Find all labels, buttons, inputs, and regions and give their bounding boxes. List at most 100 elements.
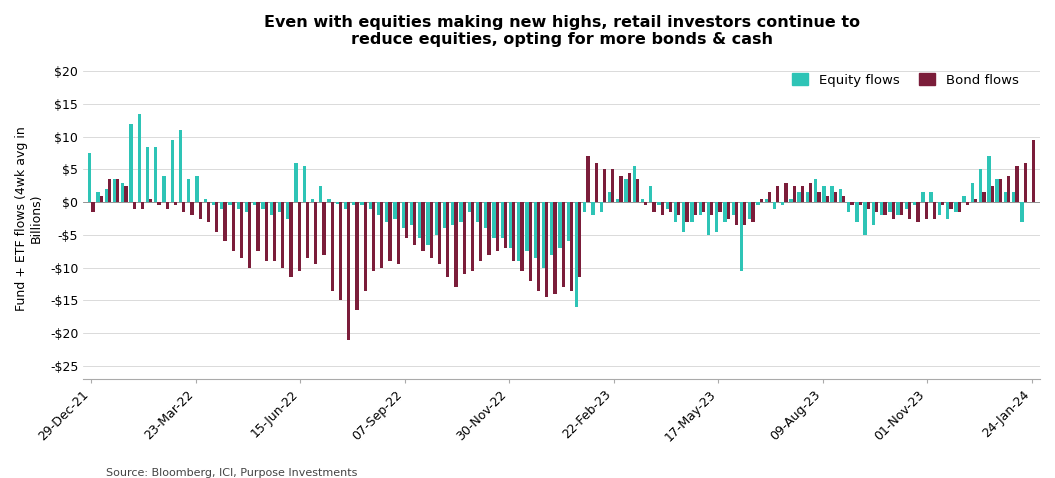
Bar xyxy=(89,153,92,202)
Bar xyxy=(187,179,190,202)
Bar xyxy=(798,192,801,202)
Text: Source: Bloomberg, ICI, Purpose Investments: Source: Bloomberg, ICI, Purpose Investme… xyxy=(106,467,357,478)
Bar xyxy=(921,192,924,202)
Bar xyxy=(108,179,111,202)
Bar xyxy=(765,199,768,202)
Bar xyxy=(674,202,677,222)
Bar xyxy=(1020,202,1023,222)
Bar xyxy=(335,202,339,204)
Bar xyxy=(867,202,870,209)
Bar xyxy=(625,179,628,202)
Bar xyxy=(900,202,903,215)
Bar xyxy=(232,202,235,251)
Bar xyxy=(330,202,334,291)
Bar xyxy=(479,202,482,261)
Bar xyxy=(707,202,710,235)
Bar xyxy=(421,202,425,251)
Bar xyxy=(409,202,414,225)
Bar xyxy=(496,202,499,251)
Bar xyxy=(756,202,760,206)
Bar xyxy=(157,202,160,206)
Bar xyxy=(570,202,573,291)
Bar xyxy=(880,202,883,215)
Bar xyxy=(929,192,933,202)
Bar xyxy=(850,202,853,206)
Bar xyxy=(792,186,795,202)
Bar xyxy=(578,202,581,277)
Bar xyxy=(974,199,977,202)
Bar xyxy=(394,202,397,218)
Bar xyxy=(512,202,516,261)
Bar xyxy=(806,192,809,202)
Bar xyxy=(141,202,145,209)
Bar xyxy=(248,202,251,268)
Bar xyxy=(938,202,941,215)
Bar xyxy=(608,192,611,202)
Bar xyxy=(677,202,680,215)
Bar xyxy=(971,183,974,202)
Bar xyxy=(273,202,276,261)
Bar xyxy=(452,202,455,225)
Bar xyxy=(1003,192,1008,202)
Bar xyxy=(204,199,207,202)
Bar xyxy=(364,202,367,291)
Bar xyxy=(323,202,326,254)
Bar xyxy=(628,173,631,202)
Bar xyxy=(347,202,350,339)
Bar xyxy=(814,179,818,202)
Bar xyxy=(924,202,927,218)
Bar xyxy=(962,196,965,202)
Bar xyxy=(294,163,298,202)
Bar xyxy=(702,202,705,212)
Bar xyxy=(500,202,504,238)
Bar xyxy=(731,202,735,215)
Bar xyxy=(772,202,776,209)
Title: Even with equities making new highs, retail investors continue to
reduce equitie: Even with equities making new highs, ret… xyxy=(264,15,860,47)
Bar xyxy=(698,202,702,215)
Bar xyxy=(954,202,958,212)
Bar xyxy=(602,170,607,202)
Bar xyxy=(657,202,660,206)
Bar xyxy=(941,202,944,206)
Bar xyxy=(649,186,652,202)
Bar xyxy=(633,166,636,202)
Bar xyxy=(166,202,169,209)
Bar xyxy=(1012,192,1015,202)
Bar xyxy=(1032,140,1035,202)
Bar xyxy=(344,202,347,209)
Bar xyxy=(558,202,561,248)
Bar xyxy=(493,202,496,238)
Bar xyxy=(149,199,153,202)
Bar xyxy=(979,170,982,202)
Bar xyxy=(183,202,186,212)
Bar xyxy=(236,202,239,209)
Bar xyxy=(306,202,309,258)
Bar xyxy=(270,202,273,215)
Bar xyxy=(361,202,364,206)
Bar xyxy=(897,202,900,215)
Bar xyxy=(1015,166,1018,202)
Bar xyxy=(760,199,763,202)
Bar xyxy=(809,183,812,202)
Bar xyxy=(768,192,771,202)
Bar xyxy=(561,202,564,287)
Bar xyxy=(776,186,780,202)
Bar xyxy=(520,202,523,271)
Bar xyxy=(179,130,183,202)
Bar xyxy=(905,202,908,209)
Bar xyxy=(950,202,953,209)
Bar xyxy=(319,186,323,202)
Bar xyxy=(847,202,850,212)
Bar xyxy=(137,114,141,202)
Bar xyxy=(356,202,359,310)
Bar xyxy=(121,183,124,202)
Bar xyxy=(888,202,891,212)
Bar xyxy=(281,202,285,268)
Bar xyxy=(215,202,218,232)
Bar xyxy=(863,202,867,235)
Bar xyxy=(640,199,644,202)
Bar xyxy=(784,183,788,202)
Bar xyxy=(859,202,862,206)
Bar xyxy=(397,202,400,264)
Bar xyxy=(801,186,804,202)
